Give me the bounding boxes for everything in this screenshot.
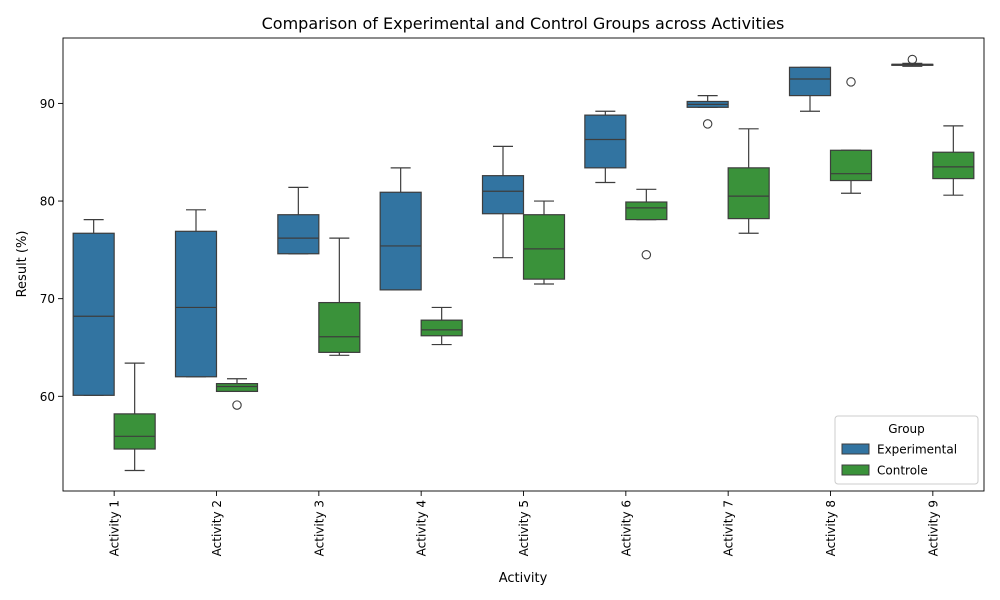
box-controle-4	[420, 306, 463, 346]
box-experimental-1	[72, 218, 115, 396]
box-controle-2	[215, 378, 259, 410]
outlier-point	[641, 249, 652, 260]
x-tick-label: Activity 7	[722, 500, 736, 556]
x-tick-label: Activity 4	[415, 500, 429, 556]
x-tick-label: Activity 3	[312, 500, 326, 556]
outlier-point	[702, 119, 713, 129]
box-experimental-7	[686, 95, 729, 129]
box-experimental-4	[379, 167, 422, 291]
x-axis: Activity 1 Activity 2 Activity 3 Activity 4…	[108, 491, 940, 556]
box-controle-3	[318, 237, 361, 356]
y-tick-label: 90	[40, 97, 55, 111]
x-tick-label: Activity 9	[926, 500, 940, 556]
y-tick-label: 70	[40, 292, 55, 306]
box-body	[932, 151, 975, 180]
box-controle-9	[932, 125, 975, 196]
box-body	[174, 230, 218, 378]
box-body	[72, 232, 115, 396]
x-tick-label: Activity 5	[517, 500, 531, 556]
x-tick-label: Activity 2	[210, 500, 224, 556]
outlier-point	[846, 77, 856, 87]
box-body	[481, 175, 525, 215]
box-controle-8	[829, 77, 873, 194]
box-experimental-9	[891, 54, 934, 67]
box-experimental-3	[277, 186, 320, 255]
legend-swatch-experimental	[841, 443, 870, 455]
legend-label-controle: Controle	[877, 464, 928, 478]
box-body	[829, 149, 873, 182]
box-body	[318, 301, 361, 353]
outlier-point	[232, 400, 242, 410]
legend: Group Experimental Controle	[834, 415, 979, 485]
y-axis-label: Result (%)	[15, 231, 30, 298]
x-tick-label: Activity 1	[108, 500, 122, 556]
box-body	[788, 66, 832, 97]
box-controle-7	[727, 128, 770, 234]
x-tick-label: Activity 6	[619, 500, 633, 556]
legend-swatch-controle	[841, 464, 870, 476]
box-body	[113, 413, 156, 450]
x-tick-label: Activity 8	[824, 500, 838, 556]
y-tick-label: 80	[40, 195, 55, 209]
y-tick-label: 60	[40, 390, 55, 404]
y-axis: 60 70 80 90	[40, 97, 63, 404]
box-controle-5	[522, 200, 566, 285]
box-body	[522, 214, 566, 280]
box-controle-1	[113, 362, 156, 472]
box-body	[379, 191, 422, 291]
box-body	[420, 319, 463, 337]
box-experimental-8	[788, 66, 832, 112]
outlier-point	[907, 54, 918, 65]
box-experimental-2	[174, 209, 218, 378]
box-body	[727, 167, 770, 220]
chart-title: Comparison of Experimental and Control G…	[262, 14, 785, 33]
box-body	[584, 114, 627, 169]
legend-title: Group	[888, 422, 925, 436]
box-controle-6	[625, 188, 668, 260]
legend-label-experimental: Experimental	[877, 443, 957, 457]
box-body	[215, 383, 259, 393]
legend-frame	[834, 415, 979, 485]
plot-area	[62, 37, 985, 492]
box-experimental-5	[481, 145, 525, 259]
box-body	[277, 214, 320, 255]
box-experimental-6	[584, 110, 627, 184]
x-axis-label: Activity	[499, 571, 548, 586]
box-body	[625, 201, 668, 221]
